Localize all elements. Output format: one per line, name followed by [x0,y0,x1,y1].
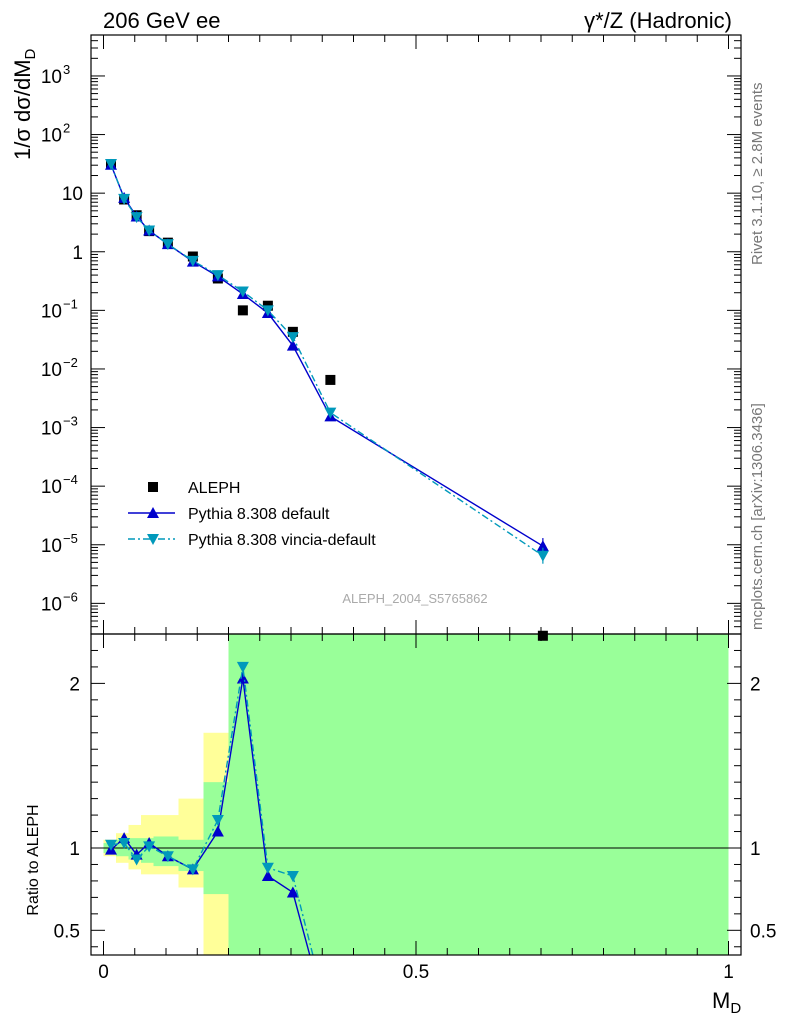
main-ytick-label: 10 [41,594,62,615]
main-series [105,158,549,641]
main-ytick-exponent: −4 [63,472,78,487]
ratio-ytick-label-left: 2 [69,674,80,695]
main-marker-vincia [286,332,299,344]
main-marker-vincia [236,286,249,298]
ratio-marker-default [236,672,249,684]
main-marker-vincia [105,158,117,170]
ratio-xtick-label: 0 [98,962,109,983]
ratio-marker-default [286,886,299,898]
ratio-marker-vincia [130,854,143,866]
main-marker-vincia [324,407,337,419]
main-ytick-exponent: −2 [63,355,78,370]
main-ytick-label: 10 [41,477,62,498]
main-line-vincia [110,163,544,557]
main-marker-vincia [186,255,199,267]
rivet-label: Rivet 3.1.10, ≥ 2.8M events [749,83,766,266]
ratio-bands [91,634,741,955]
main-ytick-label: 10 [41,126,62,147]
main-marker-vincia [143,225,156,237]
main-marker-vincia [118,193,131,205]
ratio-ytick-label-right: 0.5 [750,921,776,942]
legend-marker-vincia [147,534,159,545]
xlabel: MD [712,988,741,1017]
legend-marker-aleph [148,482,158,492]
ratio-xtick-label: 0.5 [403,962,429,983]
ratio-marker-vincia [236,661,249,673]
ratio-marker-default [261,869,274,881]
legend-label: ALEPH [188,480,240,497]
legend: ALEPH Pythia 8.308 default Pythia 8.308 vi… [128,480,376,549]
main-ytick-exponent: 3 [63,62,70,77]
main-ytick-label: 10 [41,536,62,557]
main-ytick-exponent: −6 [63,589,78,604]
ratio-marker-vincia [211,815,224,827]
ratio-marker-vincia [118,838,131,850]
ratio-marker-vincia [261,862,274,874]
ratio-marker-vincia [161,851,174,863]
header-left: 206 GeV ee [103,8,220,33]
ratio-marker-vincia [286,870,299,882]
band-stat [203,782,229,895]
header-right: γ*/Z (Hadronic) [584,8,732,33]
ratio-ytick-label-right: 2 [750,674,761,695]
ratio-marker-vincia [143,841,156,853]
ratio-ytick-label-left: 0.5 [54,921,80,942]
main-marker-vincia [161,239,174,251]
main-ytick-exponent: −3 [63,414,78,429]
main-ylabel: 1/σ dσ/dMD [10,48,39,160]
main-ytick-label: 10 [41,301,62,322]
main-ytick-exponent: 2 [63,121,70,136]
ratio-ylabel: Ratio to ALEPH [25,804,42,915]
main-ytick-exponent: −5 [63,531,78,546]
ratio-marker-vincia [186,864,199,876]
main-ytick-label: 10 [41,67,62,88]
main-ytick-label: 10 [41,419,62,440]
ratio-ytick-label-left: 1 [69,839,80,860]
aleph-point [237,305,248,316]
main-ytick-label: 1 [72,243,83,264]
ratio-marker-vincia [105,839,117,851]
ratio-xtick-label: 1 [723,962,734,983]
band-stat [303,634,729,955]
aleph-point [325,374,336,385]
main-marker-vincia [261,305,274,317]
legend-marker-default [147,507,159,518]
main-line-default [110,164,544,547]
ratio-series [105,661,314,956]
main-marker-vincia [130,212,143,224]
main-marker-default [286,339,299,351]
ratio-marker-default [211,825,224,837]
main-ytick-label: 10 [62,184,83,205]
legend-label: Pythia 8.308 default [188,506,330,523]
ratio-ytick-label-right: 1 [750,839,761,860]
band-stat [278,634,304,955]
aleph-point [287,326,298,337]
main-marker-vincia [211,270,224,282]
main-ytick-exponent: −1 [63,296,78,311]
mcplots-label: mcplots.cern.ch [arXiv:1306.3436] [749,403,766,630]
main-ytick-label: 10 [41,360,62,381]
aleph-point [537,630,548,641]
watermark: ALEPH_2004_S5765862 [342,591,487,606]
legend-label: Pythia 8.308 vincia-default [188,532,376,549]
